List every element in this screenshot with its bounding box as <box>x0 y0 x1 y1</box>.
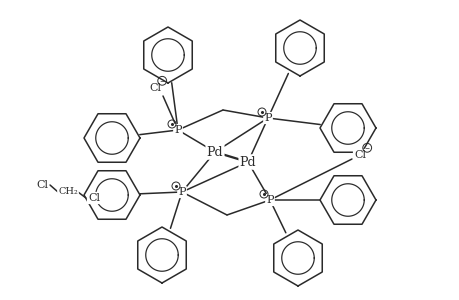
Text: Pd: Pd <box>239 155 256 169</box>
Text: CH₂: CH₂ <box>58 188 78 196</box>
Text: −: − <box>159 78 164 83</box>
Text: Cl: Cl <box>149 83 161 93</box>
Text: P: P <box>266 195 273 205</box>
Text: P: P <box>263 113 271 123</box>
Text: Cl: Cl <box>36 180 48 190</box>
Text: Cl: Cl <box>88 193 100 203</box>
Text: P: P <box>178 187 185 197</box>
Text: −: − <box>364 145 369 150</box>
Text: Pd: Pd <box>206 146 223 158</box>
Text: P: P <box>174 125 181 135</box>
Text: Cl: Cl <box>353 150 365 160</box>
